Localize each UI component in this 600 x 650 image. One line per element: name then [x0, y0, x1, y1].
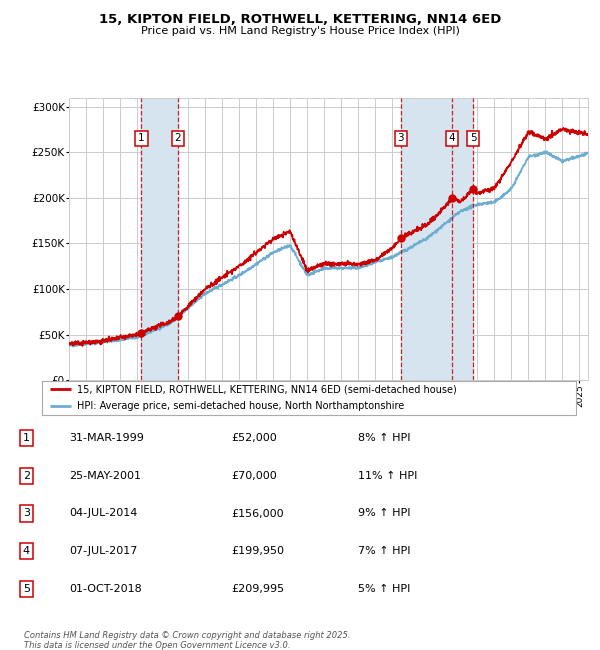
Text: 25-MAY-2001: 25-MAY-2001 [70, 471, 142, 481]
Text: 31-MAR-1999: 31-MAR-1999 [70, 433, 145, 443]
Text: £156,000: £156,000 [231, 508, 284, 519]
Text: 2: 2 [175, 133, 181, 144]
Text: 1: 1 [23, 433, 30, 443]
Text: 15, KIPTON FIELD, ROTHWELL, KETTERING, NN14 6ED (semi-detached house): 15, KIPTON FIELD, ROTHWELL, KETTERING, N… [77, 384, 457, 395]
Text: 4: 4 [23, 546, 30, 556]
Text: 1: 1 [138, 133, 145, 144]
Text: 4: 4 [449, 133, 455, 144]
Text: 9% ↑ HPI: 9% ↑ HPI [358, 508, 410, 519]
Text: 5% ↑ HPI: 5% ↑ HPI [358, 584, 410, 594]
Text: 5: 5 [23, 584, 30, 594]
Text: £52,000: £52,000 [231, 433, 277, 443]
Text: Price paid vs. HM Land Registry's House Price Index (HPI): Price paid vs. HM Land Registry's House … [140, 26, 460, 36]
Bar [401, 98, 473, 380]
Text: 15, KIPTON FIELD, ROTHWELL, KETTERING, NN14 6ED: 15, KIPTON FIELD, ROTHWELL, KETTERING, N… [99, 13, 501, 26]
Text: £209,995: £209,995 [231, 584, 284, 594]
Text: 3: 3 [398, 133, 404, 144]
Text: 2: 2 [23, 471, 30, 481]
Text: 04-JUL-2014: 04-JUL-2014 [70, 508, 138, 519]
Text: 5: 5 [470, 133, 476, 144]
Text: 3: 3 [23, 508, 30, 519]
Text: 07-JUL-2017: 07-JUL-2017 [70, 546, 138, 556]
Text: 11% ↑ HPI: 11% ↑ HPI [358, 471, 417, 481]
Text: 8% ↑ HPI: 8% ↑ HPI [358, 433, 410, 443]
Bar [142, 98, 178, 380]
Text: £70,000: £70,000 [231, 471, 277, 481]
Text: HPI: Average price, semi-detached house, North Northamptonshire: HPI: Average price, semi-detached house,… [77, 401, 404, 411]
Text: Contains HM Land Registry data © Crown copyright and database right 2025.
This d: Contains HM Land Registry data © Crown c… [24, 630, 350, 650]
Text: 7% ↑ HPI: 7% ↑ HPI [358, 546, 410, 556]
Text: £199,950: £199,950 [231, 546, 284, 556]
Text: 01-OCT-2018: 01-OCT-2018 [70, 584, 142, 594]
